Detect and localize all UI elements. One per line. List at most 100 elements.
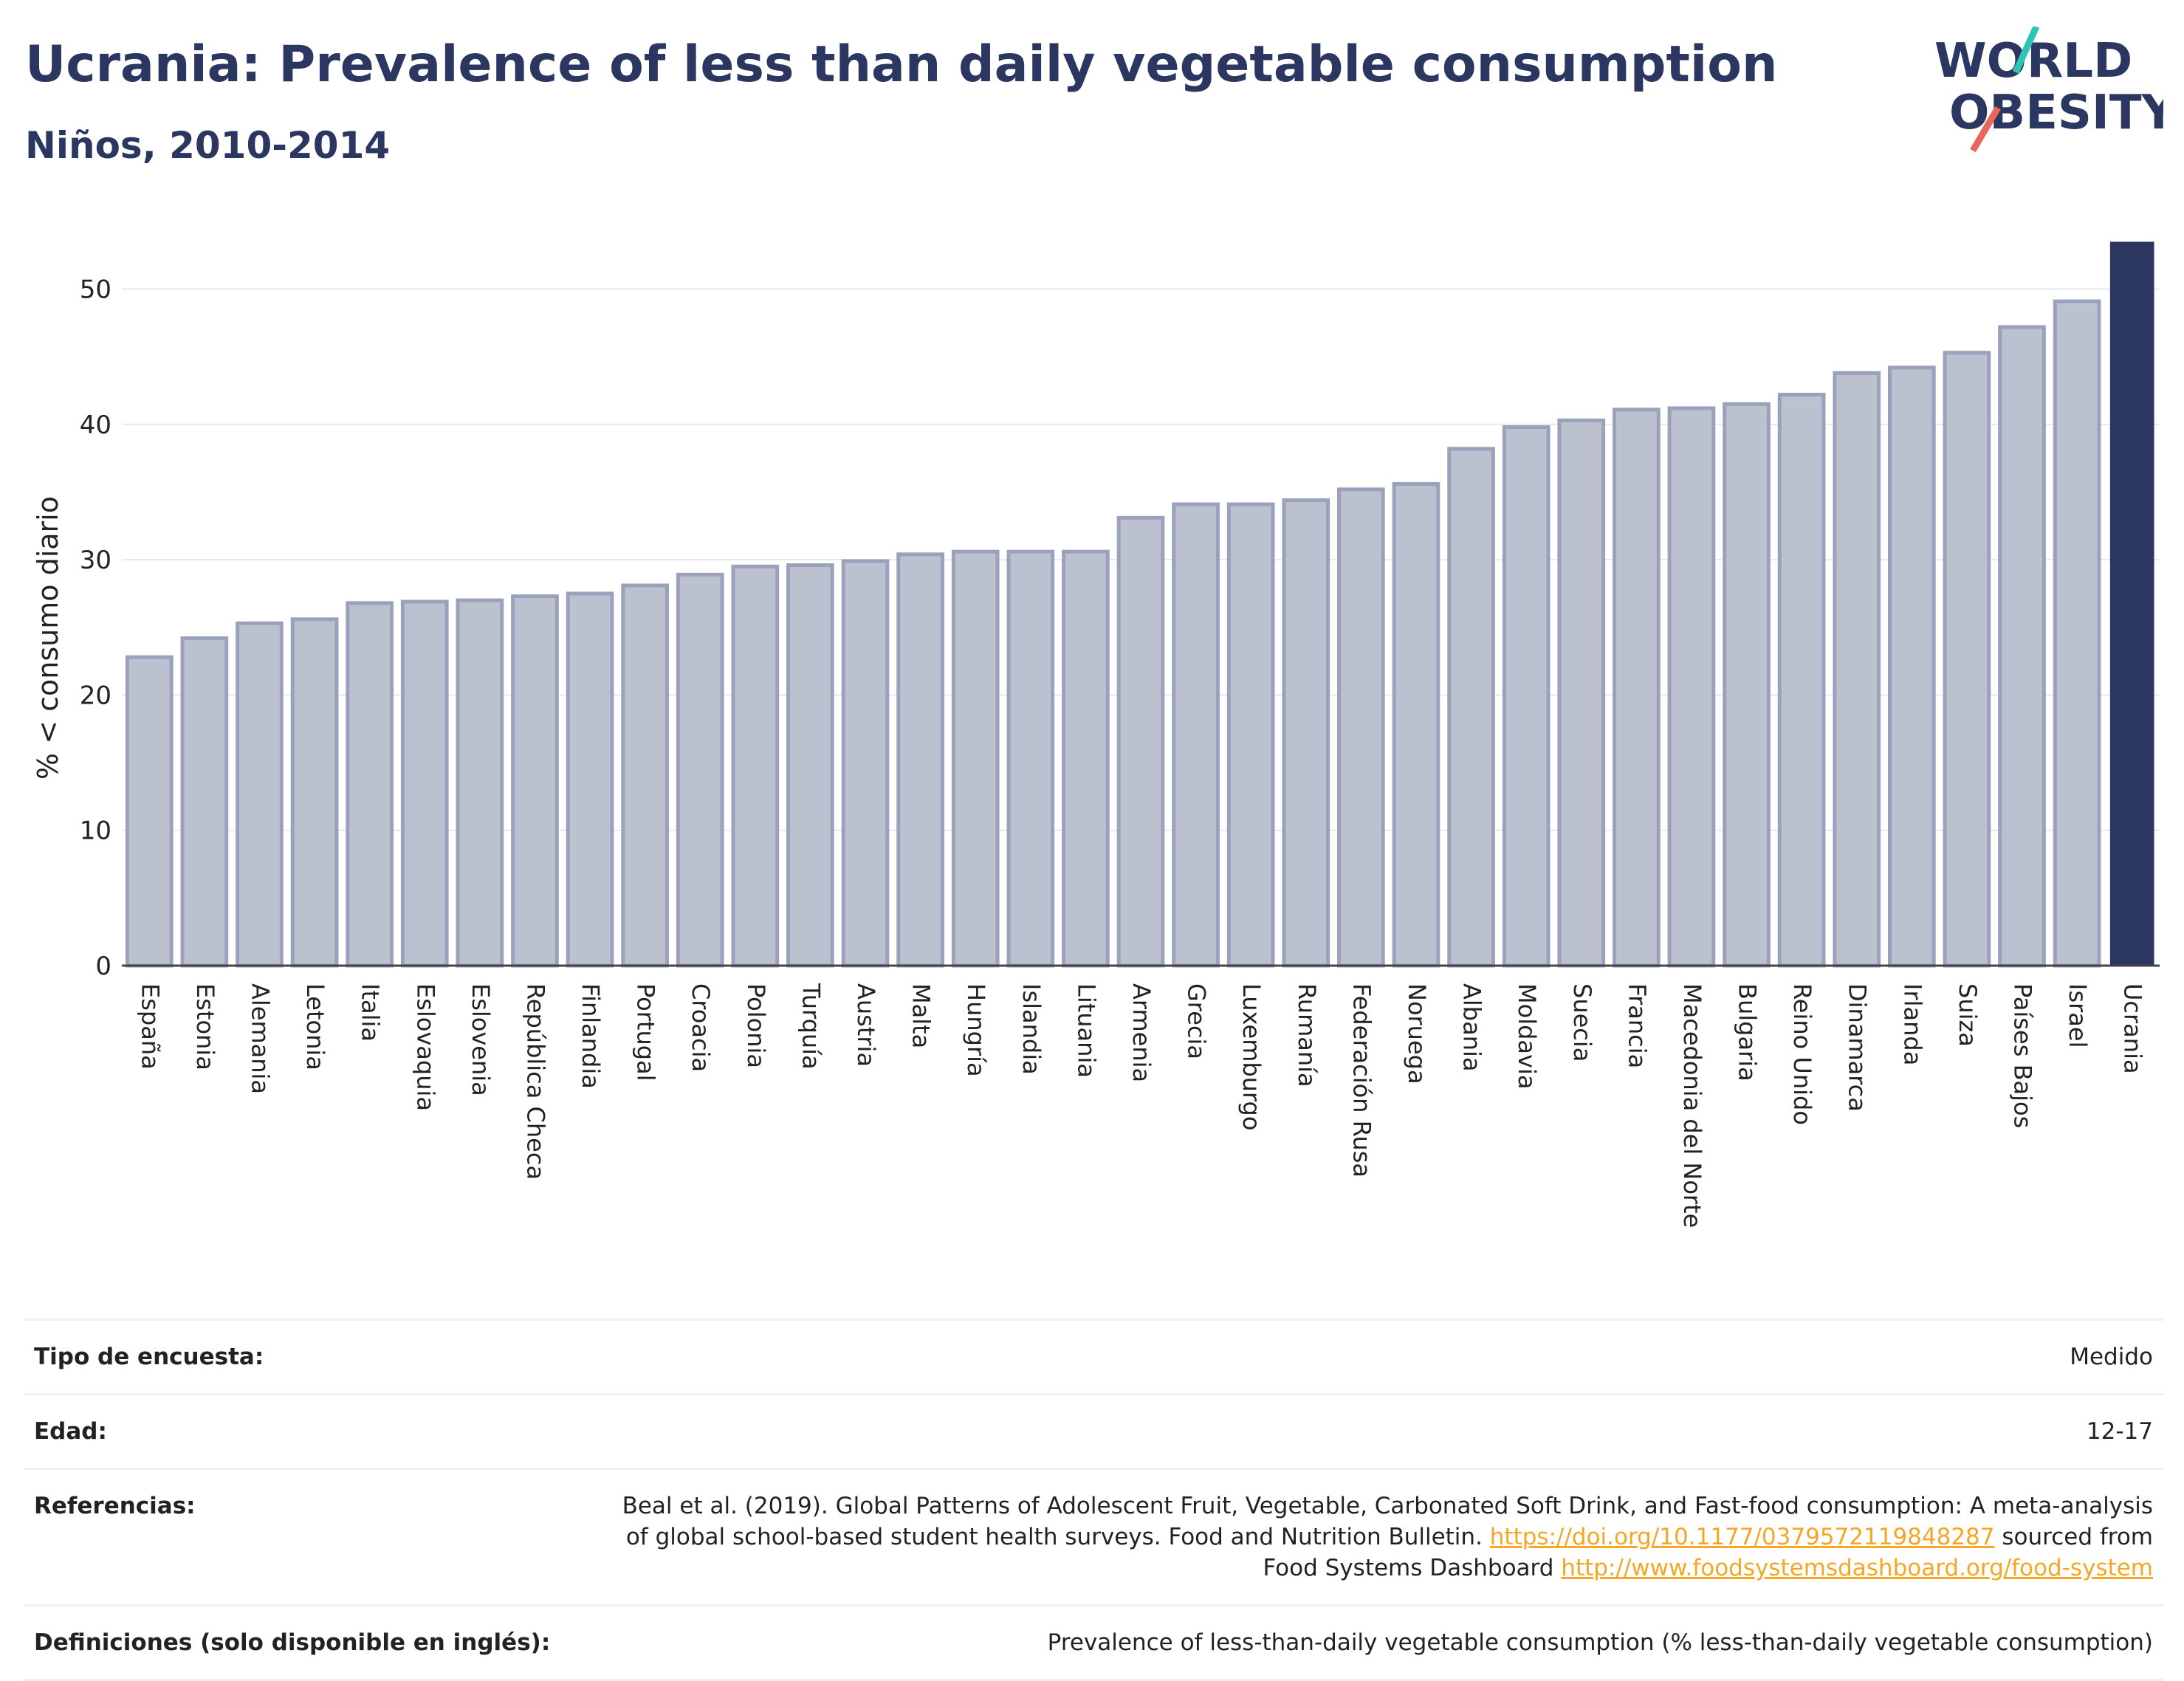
info-table: Tipo de encuesta: Medido Edad: 12-17 Ref…: [24, 1319, 2163, 1681]
info-key: Tipo de encuesta:: [34, 1344, 264, 1370]
y-tick-label: 50: [80, 275, 111, 305]
bar: [1392, 482, 1440, 968]
y-tick-label: 0: [95, 952, 111, 981]
bar: [841, 559, 890, 968]
bar: [236, 621, 284, 968]
bar: [1006, 549, 1055, 968]
bar: [786, 563, 834, 968]
x-tick-label: Croacia: [687, 983, 715, 1072]
bar: [400, 599, 449, 968]
x-tick-label: Macedonia del Norte: [1678, 983, 1706, 1228]
x-tick-label: Federación Rusa: [1347, 983, 1376, 1178]
bar: [1226, 502, 1275, 968]
bar: [731, 564, 780, 968]
x-tick-label: Irlanda: [1898, 983, 1926, 1065]
bar: [125, 655, 174, 968]
bar: [1282, 498, 1330, 968]
x-tick-label: Países Bajos: [2009, 983, 2037, 1128]
bar: [1172, 502, 1220, 968]
bar: [346, 601, 394, 968]
bar: [1887, 365, 1936, 968]
x-tick-label: Austria: [852, 983, 880, 1067]
bar: [1777, 393, 1826, 968]
x-tick-label: República Checa: [521, 983, 549, 1180]
x-tick-label: Francia: [1623, 983, 1651, 1068]
bar: [2053, 299, 2101, 968]
x-tick-label: Alemania: [246, 983, 274, 1094]
world-obesity-logo: WORLD OBESITY: [1934, 27, 2163, 153]
logo-word-world: WORLD: [1934, 34, 2132, 89]
x-tick-label: Turquía: [797, 983, 825, 1070]
info-row-survey-type: Tipo de encuesta: Medido: [24, 1319, 2163, 1393]
bar: [2109, 241, 2154, 966]
bar: [1116, 515, 1165, 968]
y-tick-label: 10: [80, 817, 111, 846]
y-tick-label: 20: [80, 681, 111, 710]
x-tick-label: Rumanía: [1293, 983, 1321, 1087]
info-row-age: Edad: 12-17: [24, 1393, 2163, 1468]
bar: [621, 583, 669, 968]
bar: [456, 598, 504, 968]
bar: [566, 591, 614, 968]
chart-subtitle: Niños, 2010-2014: [25, 124, 391, 167]
chart-title: Ucrania: Prevalence of less than daily v…: [25, 35, 1778, 94]
bar: [951, 549, 1000, 968]
x-tick-label: Italia: [357, 983, 385, 1042]
x-tick-label: Albania: [1458, 983, 1486, 1071]
info-value: Prevalence of less-than-daily vegetable …: [1047, 1629, 2153, 1656]
bar: [1502, 425, 1551, 968]
doi-link[interactable]: https://doi.org/10.1177/0379572119848287: [1489, 1524, 1995, 1550]
bar: [1723, 402, 1771, 968]
info-value: Beal et al. (2019). Global Patterns of A…: [622, 1491, 2153, 1584]
reference-text-1: Beal et al. (2019). Global Patterns of A…: [622, 1493, 2153, 1519]
x-tick-label: Moldavia: [1513, 983, 1541, 1089]
x-tick-label: Ucrania: [2119, 983, 2147, 1074]
logo-slash-teal: [2012, 27, 2040, 74]
bar: [290, 617, 339, 968]
bar: [676, 572, 724, 968]
x-tick-label: Luxemburgo: [1237, 983, 1266, 1130]
bar: [1833, 371, 1881, 968]
x-tick-label: Israel: [2064, 983, 2092, 1048]
x-tick-label: Bulgaria: [1734, 983, 1762, 1082]
x-tick-label: Suiza: [1954, 983, 1982, 1047]
y-tick-label: 40: [80, 410, 111, 440]
bar: [1337, 487, 1385, 968]
info-key: Referencias:: [34, 1493, 196, 1519]
bar: [180, 636, 229, 968]
logo-slash-coral: [1970, 106, 2001, 153]
reference-text-4: Food Systems Dashboard: [1263, 1555, 1554, 1581]
bar: [1613, 408, 1661, 968]
x-tick-label: Islandia: [1017, 983, 1045, 1075]
info-key: Edad:: [34, 1418, 107, 1445]
x-tick-label: Malta: [907, 983, 935, 1048]
x-tick-label: Noruega: [1403, 983, 1431, 1084]
bar: [1557, 418, 1606, 968]
x-tick-label: Reino Unido: [1788, 983, 1816, 1125]
x-tick-label: Hungría: [962, 983, 990, 1077]
x-tick-label: Eslovaquia: [411, 983, 439, 1111]
x-tick-label: Armenia: [1127, 983, 1155, 1082]
reference-text-2: of global school-based student health su…: [625, 1524, 1483, 1550]
bar: [1447, 447, 1495, 968]
info-row-references: Referencias: Beal et al. (2019). Global …: [24, 1468, 2163, 1604]
info-key: Definiciones (solo disponible en inglés)…: [34, 1629, 551, 1656]
x-tick-label: España: [136, 983, 164, 1070]
x-tick-label: Portugal: [632, 983, 660, 1082]
reference-text-3: sourced from: [2002, 1524, 2153, 1550]
bar: [1998, 325, 2046, 968]
x-tick-label: Estonia: [191, 983, 219, 1070]
bar: [1943, 351, 1991, 968]
bar: [511, 594, 559, 968]
x-tick-label: Eslovenia: [467, 983, 495, 1096]
info-value: Medido: [2070, 1344, 2153, 1370]
bar: [1062, 549, 1110, 968]
x-tick-label: Grecia: [1183, 983, 1211, 1059]
info-row-definitions: Definiciones (solo disponible en inglés)…: [24, 1604, 2163, 1681]
bar: [1667, 406, 1716, 968]
x-tick-label: Polonia: [742, 983, 770, 1068]
bar: [896, 552, 944, 968]
x-tick-label: Lituania: [1072, 983, 1100, 1078]
x-tick-label: Suecia: [1568, 983, 1596, 1062]
food-systems-link[interactable]: http://www.foodsystemsdashboard.org/food…: [1561, 1555, 2153, 1581]
